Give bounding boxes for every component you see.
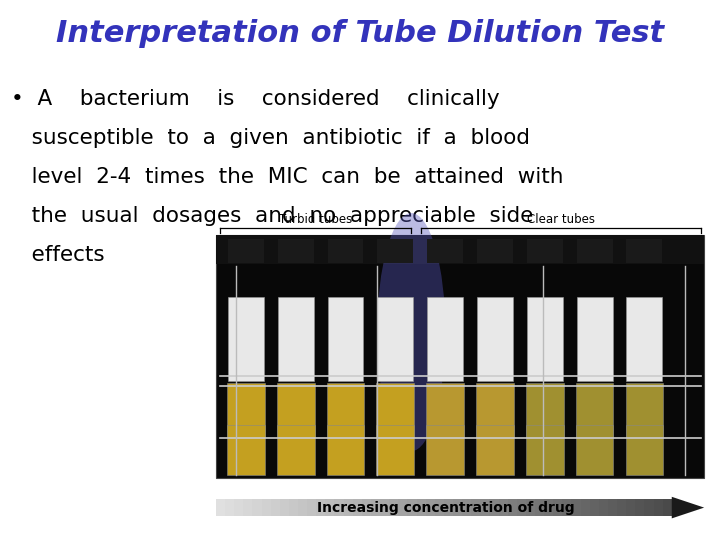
FancyBboxPatch shape: [590, 499, 600, 516]
Text: effects: effects: [11, 245, 104, 265]
FancyBboxPatch shape: [435, 499, 445, 516]
FancyBboxPatch shape: [427, 296, 463, 381]
FancyBboxPatch shape: [426, 499, 436, 516]
FancyBboxPatch shape: [517, 499, 526, 516]
FancyBboxPatch shape: [490, 499, 499, 516]
Text: •  A    bacterium    is    considered    clinically: • A bacterium is considered clinically: [11, 89, 500, 109]
FancyBboxPatch shape: [526, 383, 564, 436]
FancyBboxPatch shape: [480, 499, 490, 516]
FancyBboxPatch shape: [408, 499, 418, 516]
FancyBboxPatch shape: [527, 239, 563, 263]
FancyBboxPatch shape: [453, 499, 463, 516]
FancyBboxPatch shape: [328, 239, 364, 263]
FancyBboxPatch shape: [225, 499, 235, 516]
FancyBboxPatch shape: [216, 499, 226, 516]
FancyBboxPatch shape: [377, 296, 413, 381]
FancyBboxPatch shape: [398, 499, 408, 516]
FancyBboxPatch shape: [362, 499, 372, 516]
FancyBboxPatch shape: [216, 235, 704, 264]
FancyBboxPatch shape: [243, 499, 253, 516]
FancyBboxPatch shape: [527, 296, 563, 381]
FancyBboxPatch shape: [234, 499, 244, 516]
FancyBboxPatch shape: [426, 424, 464, 475]
FancyBboxPatch shape: [278, 239, 314, 263]
FancyBboxPatch shape: [462, 499, 472, 516]
FancyBboxPatch shape: [377, 383, 414, 436]
FancyBboxPatch shape: [253, 499, 262, 516]
FancyBboxPatch shape: [380, 499, 390, 516]
Text: level  2-4  times  the  MIC  can  be  attained  with: level 2-4 times the MIC can be attained …: [11, 167, 563, 187]
FancyBboxPatch shape: [390, 499, 399, 516]
FancyBboxPatch shape: [471, 499, 481, 516]
FancyBboxPatch shape: [444, 499, 454, 516]
Text: Clear tubes: Clear tubes: [527, 213, 595, 226]
FancyBboxPatch shape: [644, 499, 654, 516]
FancyBboxPatch shape: [608, 499, 618, 516]
FancyBboxPatch shape: [544, 499, 554, 516]
FancyBboxPatch shape: [216, 235, 704, 478]
FancyBboxPatch shape: [228, 239, 264, 263]
FancyBboxPatch shape: [335, 499, 344, 516]
FancyBboxPatch shape: [580, 499, 590, 516]
FancyBboxPatch shape: [508, 499, 518, 516]
FancyBboxPatch shape: [316, 499, 326, 516]
FancyBboxPatch shape: [261, 499, 271, 516]
FancyBboxPatch shape: [498, 499, 508, 516]
FancyBboxPatch shape: [476, 424, 514, 475]
FancyBboxPatch shape: [526, 424, 564, 475]
FancyBboxPatch shape: [617, 499, 627, 516]
FancyBboxPatch shape: [662, 499, 672, 516]
FancyBboxPatch shape: [328, 296, 364, 381]
FancyBboxPatch shape: [371, 499, 381, 516]
FancyBboxPatch shape: [377, 424, 414, 475]
FancyBboxPatch shape: [477, 239, 513, 263]
FancyBboxPatch shape: [577, 239, 613, 263]
Text: Turbid tubes: Turbid tubes: [279, 213, 352, 226]
FancyBboxPatch shape: [626, 383, 663, 436]
FancyBboxPatch shape: [476, 383, 514, 436]
FancyBboxPatch shape: [327, 424, 364, 475]
FancyBboxPatch shape: [327, 383, 364, 436]
FancyBboxPatch shape: [277, 383, 315, 436]
FancyBboxPatch shape: [626, 424, 663, 475]
Polygon shape: [672, 497, 704, 518]
FancyBboxPatch shape: [277, 424, 315, 475]
FancyBboxPatch shape: [599, 499, 608, 516]
FancyBboxPatch shape: [343, 499, 354, 516]
FancyBboxPatch shape: [278, 296, 314, 381]
Text: Increasing concentration of drug: Increasing concentration of drug: [317, 501, 575, 515]
FancyBboxPatch shape: [626, 296, 662, 381]
FancyBboxPatch shape: [576, 383, 613, 436]
FancyBboxPatch shape: [562, 499, 572, 516]
Text: the  usual  dosages  and  no  appreciable  side: the usual dosages and no appreciable sid…: [11, 206, 534, 226]
FancyBboxPatch shape: [377, 239, 413, 263]
FancyBboxPatch shape: [280, 499, 289, 516]
FancyBboxPatch shape: [576, 424, 613, 475]
FancyBboxPatch shape: [271, 499, 281, 516]
FancyBboxPatch shape: [553, 499, 563, 516]
FancyBboxPatch shape: [298, 499, 308, 516]
FancyBboxPatch shape: [353, 499, 363, 516]
FancyBboxPatch shape: [227, 424, 265, 475]
FancyBboxPatch shape: [535, 499, 545, 516]
FancyBboxPatch shape: [307, 499, 317, 516]
FancyBboxPatch shape: [572, 499, 581, 516]
Text: susceptible  to  a  given  antibiotic  if  a  blood: susceptible to a given antibiotic if a b…: [11, 128, 530, 148]
FancyBboxPatch shape: [427, 239, 463, 263]
FancyBboxPatch shape: [325, 499, 336, 516]
FancyBboxPatch shape: [417, 499, 426, 516]
FancyBboxPatch shape: [426, 383, 464, 436]
FancyBboxPatch shape: [477, 296, 513, 381]
FancyBboxPatch shape: [626, 499, 636, 516]
FancyBboxPatch shape: [289, 499, 299, 516]
FancyBboxPatch shape: [577, 296, 613, 381]
Text: Interpretation of Tube Dilution Test: Interpretation of Tube Dilution Test: [56, 19, 664, 48]
FancyBboxPatch shape: [635, 499, 645, 516]
FancyBboxPatch shape: [626, 239, 662, 263]
Ellipse shape: [377, 213, 446, 451]
FancyBboxPatch shape: [227, 383, 265, 436]
FancyBboxPatch shape: [228, 296, 264, 381]
FancyBboxPatch shape: [654, 499, 663, 516]
FancyBboxPatch shape: [526, 499, 536, 516]
